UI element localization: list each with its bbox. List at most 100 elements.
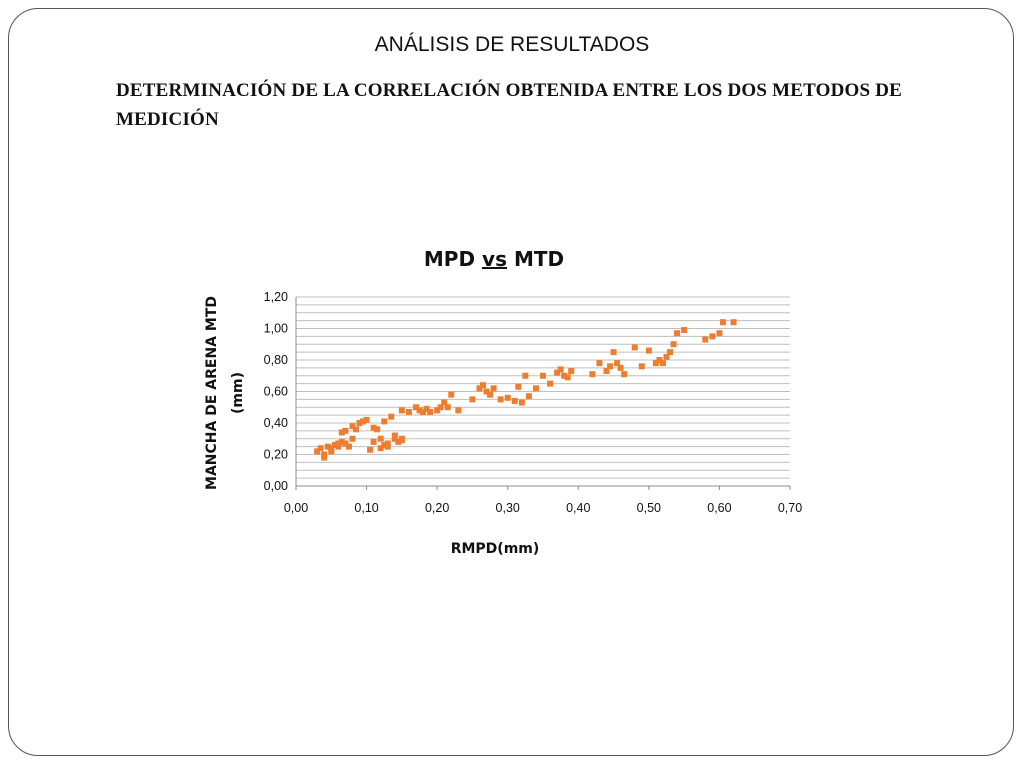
data-point <box>331 442 338 449</box>
data-point <box>370 424 377 431</box>
y-tick-label: 0,00 <box>264 479 288 493</box>
data-point <box>384 440 391 447</box>
data-point <box>667 349 674 356</box>
x-tick-labels: 0,00 0,10 0,20 0,30 0,40 0,50 0,60 0,70 <box>284 501 802 515</box>
data-point <box>497 396 504 403</box>
x-axis-title: RMPD(mm) <box>451 541 540 557</box>
data-point <box>525 393 532 400</box>
data-point <box>518 399 525 406</box>
slide-subtitle: DETERMINACIÓN DE LA CORRELACIÓN OBTENIDA… <box>116 80 902 130</box>
data-point <box>317 445 324 452</box>
data-point <box>328 448 335 455</box>
x-tick-label: 0,50 <box>637 501 661 515</box>
x-tick-label: 0,20 <box>425 501 449 515</box>
data-point <box>540 372 546 379</box>
data-point <box>360 418 367 425</box>
data-point <box>490 385 497 392</box>
data-point <box>448 391 455 398</box>
data-point <box>631 344 638 351</box>
y-tick-label: 0,40 <box>264 416 288 430</box>
x-tick-label: 0,10 <box>354 501 378 515</box>
data-point <box>702 336 709 343</box>
data-point <box>338 438 345 445</box>
data-point <box>681 327 688 334</box>
data-points <box>314 319 737 461</box>
data-point <box>377 445 384 452</box>
axes <box>295 297 791 490</box>
data-point <box>398 435 405 442</box>
data-point <box>388 413 395 420</box>
data-point <box>480 382 487 389</box>
data-point <box>441 399 448 406</box>
data-point <box>603 368 610 375</box>
data-point <box>511 397 518 404</box>
data-point <box>617 364 624 371</box>
data-point <box>596 360 603 367</box>
y-tick-label: 0,80 <box>264 353 288 367</box>
data-point <box>610 349 617 356</box>
chart-title: MPD vs MTD <box>424 247 564 271</box>
data-point <box>455 407 462 414</box>
data-point <box>469 396 476 403</box>
data-point <box>645 347 652 354</box>
data-point <box>663 353 670 360</box>
data-point <box>324 443 331 450</box>
data-point <box>652 360 659 367</box>
data-point <box>504 394 511 401</box>
data-point <box>589 371 596 378</box>
data-point <box>614 360 621 367</box>
y-tick-label: 0,60 <box>264 385 288 399</box>
data-point <box>420 408 427 415</box>
x-tick-label: 0,40 <box>566 501 590 515</box>
data-point <box>352 426 359 433</box>
data-point <box>356 420 363 426</box>
data-point <box>434 407 441 414</box>
data-point <box>564 374 571 381</box>
y-tick-label: 0,20 <box>264 448 288 462</box>
data-point <box>374 426 381 433</box>
data-point <box>342 427 349 434</box>
data-point <box>487 391 494 398</box>
y-axis-title-line-1: MANCHA DE ARENA MTD <box>204 296 220 490</box>
gridlines <box>296 296 790 487</box>
data-point <box>547 380 554 387</box>
data-point <box>335 443 342 450</box>
data-point <box>423 405 430 412</box>
data-point <box>321 454 328 461</box>
x-tick-label: 0,60 <box>707 501 731 515</box>
data-point <box>405 408 412 415</box>
data-point <box>554 369 561 376</box>
data-point <box>398 407 405 414</box>
data-point <box>349 435 356 442</box>
data-point <box>381 442 388 449</box>
x-tick-label: 0,30 <box>496 501 520 515</box>
data-point <box>674 330 681 337</box>
data-point <box>607 363 614 370</box>
data-point <box>321 451 328 458</box>
x-tick-label: 0,00 <box>284 501 308 515</box>
slide-title: ANÁLISIS DE RESULTADOS <box>374 33 650 56</box>
data-point <box>335 440 342 447</box>
data-point <box>670 341 677 348</box>
data-point <box>659 360 666 367</box>
x-tick-label: 0,70 <box>778 501 802 515</box>
data-point <box>716 330 723 337</box>
data-point <box>412 404 419 411</box>
data-point <box>416 407 423 414</box>
y-axis-title: MANCHA DE ARENA MTD (mm) <box>204 296 246 490</box>
data-point <box>377 435 384 442</box>
data-point <box>638 363 645 370</box>
data-point <box>338 429 345 436</box>
data-point <box>444 404 451 411</box>
data-point <box>476 385 483 392</box>
data-point <box>349 423 356 430</box>
data-point <box>515 383 522 390</box>
data-point <box>363 416 370 423</box>
data-point <box>656 357 663 363</box>
data-point <box>437 404 444 411</box>
y-tick-label: 1,00 <box>264 322 288 336</box>
data-point <box>395 438 402 445</box>
data-point <box>557 366 564 373</box>
data-point <box>342 440 349 447</box>
data-point <box>568 368 575 375</box>
